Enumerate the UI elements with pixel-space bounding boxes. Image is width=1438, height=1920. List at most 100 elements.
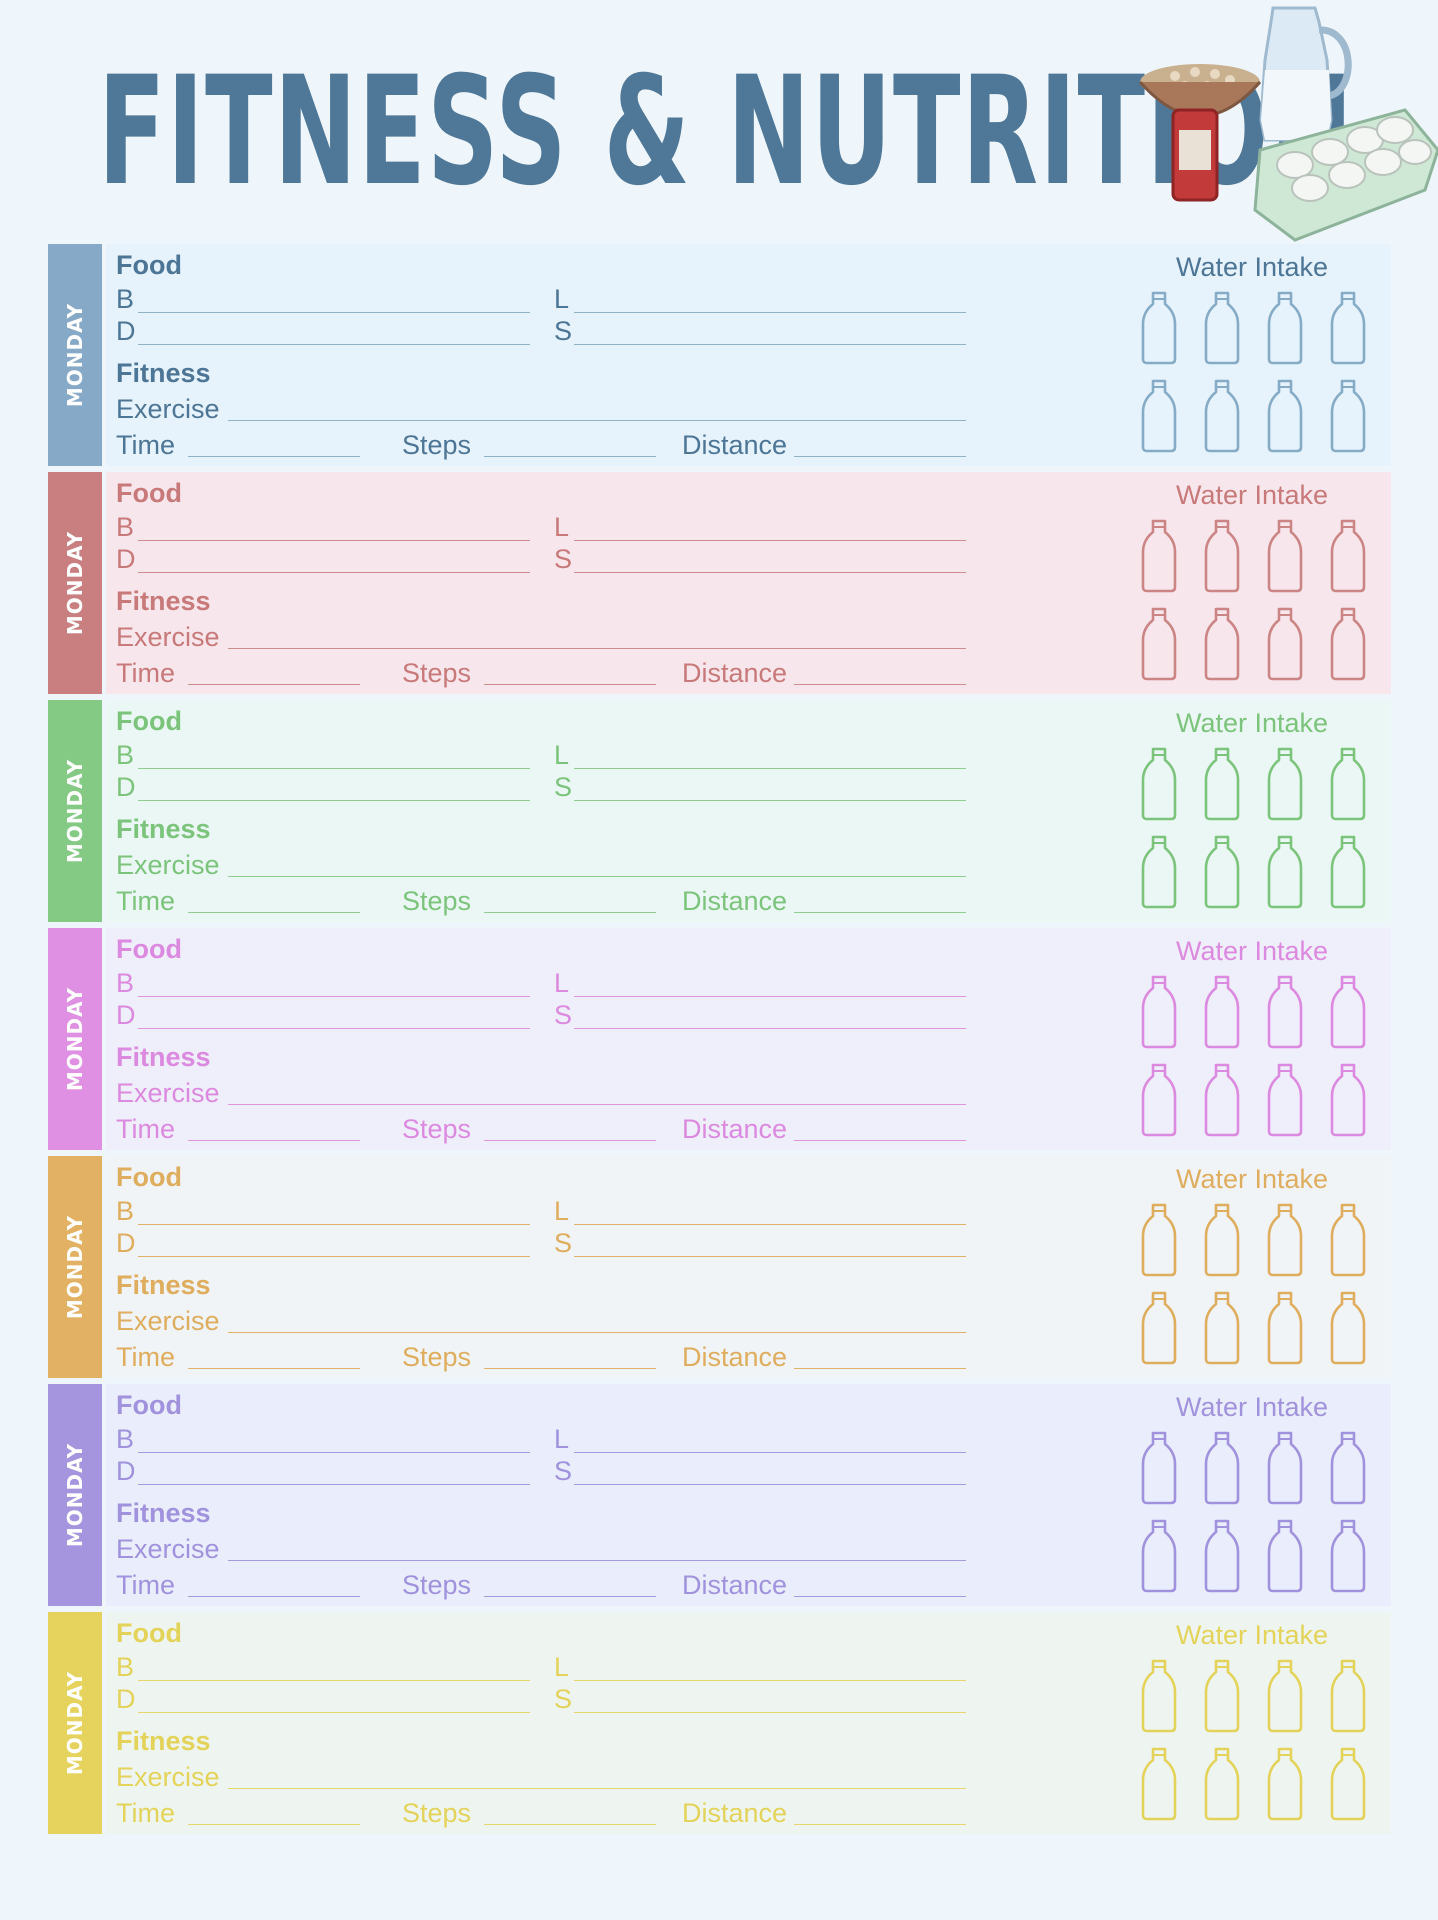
exercise-field[interactable] (228, 1788, 966, 1789)
water-bottle-icon[interactable] (1204, 746, 1240, 821)
exercise-field[interactable] (228, 1560, 966, 1561)
time-field[interactable] (188, 456, 360, 457)
lunch-field[interactable] (574, 996, 966, 997)
time-field[interactable] (188, 1140, 360, 1141)
time-field[interactable] (188, 1596, 360, 1597)
water-bottle-icon[interactable] (1204, 1202, 1240, 1277)
water-bottle-icon[interactable] (1204, 1746, 1240, 1821)
snack-field[interactable] (574, 1256, 966, 1257)
dinner-field[interactable] (138, 800, 530, 801)
water-bottle-icon[interactable] (1267, 1430, 1303, 1505)
lunch-field[interactable] (574, 540, 966, 541)
dinner-field[interactable] (138, 1712, 530, 1713)
snack-field[interactable] (574, 572, 966, 573)
water-bottle-icon[interactable] (1141, 1290, 1177, 1365)
water-bottle-icon[interactable] (1141, 1430, 1177, 1505)
snack-field[interactable] (574, 1484, 966, 1485)
water-bottle-icon[interactable] (1267, 1290, 1303, 1365)
water-bottle-icon[interactable] (1141, 974, 1177, 1049)
lunch-field[interactable] (574, 1680, 966, 1681)
dinner-field[interactable] (138, 572, 530, 573)
water-bottle-icon[interactable] (1267, 1062, 1303, 1137)
snack-field[interactable] (574, 1712, 966, 1713)
water-bottle-icon[interactable] (1330, 1062, 1366, 1137)
time-field[interactable] (188, 912, 360, 913)
lunch-field[interactable] (574, 768, 966, 769)
water-bottle-icon[interactable] (1330, 1746, 1366, 1821)
dinner-field[interactable] (138, 344, 530, 345)
water-bottle-icon[interactable] (1330, 1658, 1366, 1733)
water-bottle-icon[interactable] (1141, 1202, 1177, 1277)
water-bottle-icon[interactable] (1204, 1062, 1240, 1137)
steps-field[interactable] (484, 1140, 656, 1141)
breakfast-field[interactable] (138, 768, 530, 769)
water-bottle-icon[interactable] (1330, 974, 1366, 1049)
water-bottle-icon[interactable] (1204, 1658, 1240, 1733)
water-bottle-icon[interactable] (1141, 378, 1177, 453)
lunch-field[interactable] (574, 312, 966, 313)
breakfast-field[interactable] (138, 312, 530, 313)
distance-field[interactable] (794, 1140, 966, 1141)
water-bottle-icon[interactable] (1330, 606, 1366, 681)
water-bottle-icon[interactable] (1141, 1062, 1177, 1137)
water-bottle-icon[interactable] (1330, 834, 1366, 909)
exercise-field[interactable] (228, 420, 966, 421)
water-bottle-icon[interactable] (1267, 606, 1303, 681)
lunch-field[interactable] (574, 1452, 966, 1453)
water-bottle-icon[interactable] (1267, 1746, 1303, 1821)
water-bottle-icon[interactable] (1330, 1202, 1366, 1277)
snack-field[interactable] (574, 800, 966, 801)
breakfast-field[interactable] (138, 540, 530, 541)
exercise-field[interactable] (228, 876, 966, 877)
water-bottle-icon[interactable] (1141, 1658, 1177, 1733)
time-field[interactable] (188, 1368, 360, 1369)
water-bottle-icon[interactable] (1267, 834, 1303, 909)
water-bottle-icon[interactable] (1267, 1518, 1303, 1593)
steps-field[interactable] (484, 912, 656, 913)
dinner-field[interactable] (138, 1028, 530, 1029)
distance-field[interactable] (794, 456, 966, 457)
water-bottle-icon[interactable] (1267, 378, 1303, 453)
water-bottle-icon[interactable] (1204, 1290, 1240, 1365)
distance-field[interactable] (794, 1824, 966, 1825)
distance-field[interactable] (794, 1596, 966, 1597)
exercise-field[interactable] (228, 648, 966, 649)
water-bottle-icon[interactable] (1204, 1430, 1240, 1505)
water-bottle-icon[interactable] (1141, 606, 1177, 681)
lunch-field[interactable] (574, 1224, 966, 1225)
water-bottle-icon[interactable] (1330, 746, 1366, 821)
water-bottle-icon[interactable] (1204, 378, 1240, 453)
water-bottle-icon[interactable] (1267, 290, 1303, 365)
water-bottle-icon[interactable] (1267, 746, 1303, 821)
dinner-field[interactable] (138, 1484, 530, 1485)
time-field[interactable] (188, 1824, 360, 1825)
water-bottle-icon[interactable] (1204, 518, 1240, 593)
water-bottle-icon[interactable] (1267, 974, 1303, 1049)
water-bottle-icon[interactable] (1204, 834, 1240, 909)
distance-field[interactable] (794, 684, 966, 685)
breakfast-field[interactable] (138, 1452, 530, 1453)
water-bottle-icon[interactable] (1204, 606, 1240, 681)
water-bottle-icon[interactable] (1330, 1290, 1366, 1365)
steps-field[interactable] (484, 684, 656, 685)
breakfast-field[interactable] (138, 1224, 530, 1225)
exercise-field[interactable] (228, 1104, 966, 1105)
steps-field[interactable] (484, 1368, 656, 1369)
water-bottle-icon[interactable] (1204, 974, 1240, 1049)
exercise-field[interactable] (228, 1332, 966, 1333)
water-bottle-icon[interactable] (1330, 518, 1366, 593)
water-bottle-icon[interactable] (1141, 290, 1177, 365)
water-bottle-icon[interactable] (1330, 290, 1366, 365)
water-bottle-icon[interactable] (1204, 1518, 1240, 1593)
snack-field[interactable] (574, 344, 966, 345)
water-bottle-icon[interactable] (1141, 1518, 1177, 1593)
water-bottle-icon[interactable] (1267, 518, 1303, 593)
water-bottle-icon[interactable] (1141, 834, 1177, 909)
distance-field[interactable] (794, 1368, 966, 1369)
steps-field[interactable] (484, 456, 656, 457)
water-bottle-icon[interactable] (1141, 518, 1177, 593)
time-field[interactable] (188, 684, 360, 685)
water-bottle-icon[interactable] (1330, 1518, 1366, 1593)
water-bottle-icon[interactable] (1267, 1658, 1303, 1733)
water-bottle-icon[interactable] (1204, 290, 1240, 365)
